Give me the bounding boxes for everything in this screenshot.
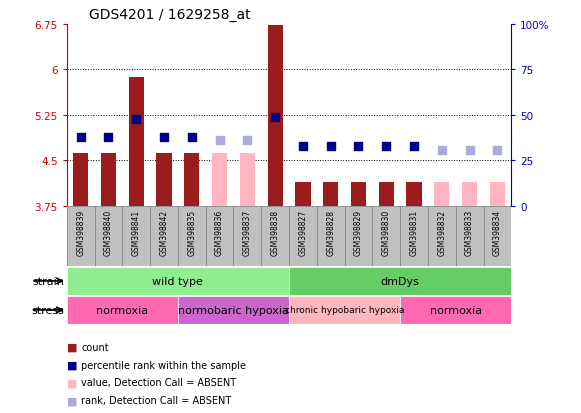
Point	[159, 134, 168, 141]
Bar	[345, 206, 372, 266]
Text: GSM398841: GSM398841	[132, 209, 141, 256]
Text: value, Detection Call = ABSENT: value, Detection Call = ABSENT	[81, 377, 236, 387]
Text: GSM398839: GSM398839	[76, 209, 85, 256]
Text: strain: strain	[32, 276, 64, 286]
Text: ■: ■	[67, 360, 77, 370]
Bar	[490, 183, 505, 206]
Point	[104, 134, 113, 141]
Bar	[295, 183, 311, 206]
Bar	[206, 206, 234, 266]
Point	[326, 143, 335, 150]
Text: rank, Detection Call = ABSENT: rank, Detection Call = ABSENT	[81, 395, 232, 405]
Bar	[351, 183, 366, 206]
Bar	[123, 206, 150, 266]
Point	[243, 138, 252, 145]
Text: GSM398834: GSM398834	[493, 209, 502, 256]
Point	[437, 147, 446, 154]
Text: normobaric hypoxia: normobaric hypoxia	[178, 305, 289, 315]
Text: count: count	[81, 342, 109, 352]
Bar	[67, 296, 178, 324]
Bar	[67, 267, 289, 295]
Point	[354, 143, 363, 150]
Bar	[289, 296, 400, 324]
Bar	[67, 206, 95, 266]
Bar	[150, 206, 178, 266]
Text: normoxia: normoxia	[430, 305, 482, 315]
Text: GSM398830: GSM398830	[382, 209, 391, 256]
Point	[187, 134, 196, 141]
Text: GSM398842: GSM398842	[160, 209, 168, 256]
Text: GSM398828: GSM398828	[326, 209, 335, 255]
Bar	[73, 153, 88, 206]
Text: percentile rank within the sample: percentile rank within the sample	[81, 360, 246, 370]
Bar	[261, 206, 289, 266]
Bar	[317, 206, 345, 266]
Text: ■: ■	[67, 377, 77, 387]
Text: GSM398829: GSM398829	[354, 209, 363, 256]
Point	[465, 147, 474, 154]
Bar	[462, 183, 477, 206]
Bar	[184, 153, 199, 206]
Bar	[234, 206, 261, 266]
Bar	[483, 206, 511, 266]
Text: GSM398833: GSM398833	[465, 209, 474, 256]
Point	[132, 116, 141, 123]
Point	[493, 147, 502, 154]
Point	[271, 114, 280, 121]
Bar	[178, 206, 206, 266]
Text: GDS4201 / 1629258_at: GDS4201 / 1629258_at	[89, 8, 250, 22]
Bar	[428, 206, 456, 266]
Bar	[379, 183, 394, 206]
Text: GSM398836: GSM398836	[215, 209, 224, 256]
Text: GSM398835: GSM398835	[187, 209, 196, 256]
Text: GSM398827: GSM398827	[299, 209, 307, 256]
Bar	[95, 206, 123, 266]
Bar	[372, 206, 400, 266]
Bar	[289, 267, 511, 295]
Text: wild type: wild type	[152, 276, 203, 286]
Bar	[407, 183, 422, 206]
Point	[76, 134, 85, 141]
Bar	[101, 153, 116, 206]
Text: GSM398837: GSM398837	[243, 209, 252, 256]
Text: normoxia: normoxia	[96, 305, 148, 315]
Bar	[267, 26, 283, 206]
Text: GSM398838: GSM398838	[271, 209, 279, 256]
Text: dmDys: dmDys	[381, 276, 419, 286]
Text: ■: ■	[67, 342, 77, 352]
Bar	[400, 296, 511, 324]
Text: GSM398832: GSM398832	[437, 209, 446, 256]
Text: stress: stress	[31, 305, 64, 315]
Text: ■: ■	[67, 395, 77, 405]
Bar	[289, 206, 317, 266]
Text: GSM398831: GSM398831	[410, 209, 418, 256]
Bar	[128, 78, 144, 206]
Bar	[456, 206, 483, 266]
Text: chronic hypobaric hypoxia: chronic hypobaric hypoxia	[285, 306, 404, 315]
Text: GSM398840: GSM398840	[104, 209, 113, 256]
Bar	[240, 153, 255, 206]
Bar	[323, 183, 338, 206]
Point	[215, 138, 224, 145]
Bar	[400, 206, 428, 266]
Point	[298, 143, 307, 150]
Bar	[178, 296, 289, 324]
Bar	[212, 153, 227, 206]
Bar	[156, 153, 171, 206]
Point	[382, 143, 391, 150]
Point	[410, 143, 419, 150]
Bar	[434, 183, 450, 206]
